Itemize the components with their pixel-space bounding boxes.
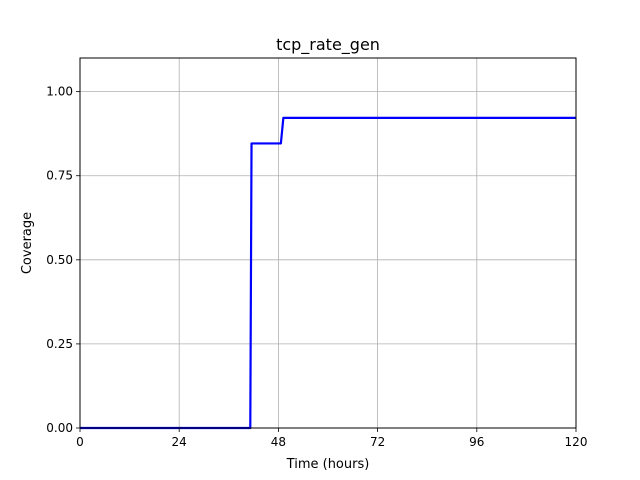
- y-tick-label: 0.00: [46, 421, 73, 435]
- x-tick-label: 24: [172, 435, 187, 449]
- chart-title: tcp_rate_gen: [276, 35, 380, 55]
- x-axis-ticks: 0 24 48 72 96 120: [76, 428, 587, 449]
- x-tick-label: 120: [565, 435, 588, 449]
- x-tick-label: 96: [469, 435, 484, 449]
- y-tick-label: 0.75: [46, 169, 73, 183]
- x-axis-label: Time (hours): [286, 457, 370, 472]
- y-tick-label: 0.50: [46, 253, 73, 267]
- y-tick-label: 0.25: [46, 337, 73, 351]
- plot-frame: [79, 57, 577, 429]
- y-axis-label: Coverage: [20, 212, 35, 274]
- y-axis-ticks: 0.00 0.25 0.50 0.75 1.00: [46, 85, 80, 435]
- y-tick-label: 1.00: [46, 85, 73, 99]
- x-tick-label: 0: [76, 435, 84, 449]
- x-tick-label: 48: [271, 435, 286, 449]
- x-tick-label: 72: [370, 435, 385, 449]
